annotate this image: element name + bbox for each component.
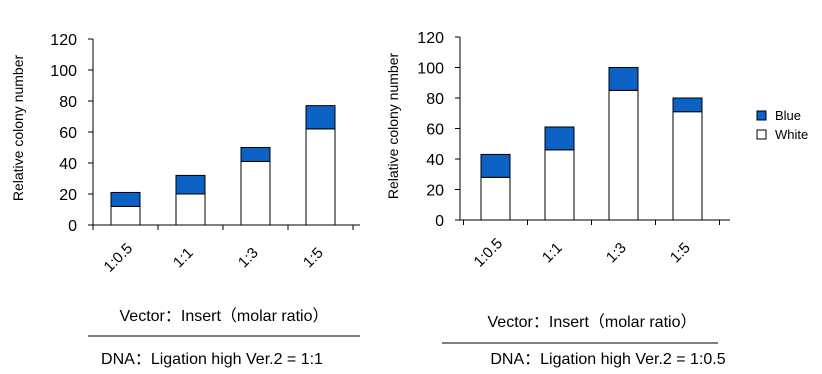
bar-white	[672, 111, 703, 221]
y-tick-label: 40	[59, 156, 77, 173]
bar-blue	[672, 97, 703, 113]
bar-blue	[608, 67, 639, 91]
bar-white	[175, 193, 206, 226]
footer-left: DNA：Ligation high Ver.2 = 1:1	[101, 351, 323, 368]
x-tick-label: 1:5	[667, 239, 694, 266]
bar-blue	[240, 147, 271, 162]
bar-white	[608, 89, 639, 221]
legend-label-blue: Blue	[775, 108, 801, 123]
y-tick-label: 40	[426, 152, 444, 169]
bar-blue	[480, 153, 511, 178]
y-axis-label-right: Relative colony number	[385, 53, 401, 200]
y-tick-label: 120	[50, 32, 77, 49]
y-axis-label-left: Relative colony number	[10, 55, 26, 202]
y-tick-label: 60	[426, 122, 444, 139]
x-tick-label: 1:5	[300, 244, 327, 271]
bar-white	[480, 176, 511, 221]
x-tick-label: 1:3	[603, 239, 630, 266]
y-tick-label: 100	[50, 63, 77, 80]
x-axis-label-right: Vector：Insert（molar ratio）	[488, 313, 697, 331]
x-tick-label: 1:1	[170, 244, 197, 271]
chart-left: Relative colony number 0 20 40 60 80 100 120 1:…	[10, 32, 360, 368]
bar-white	[240, 160, 271, 226]
bar-white	[305, 128, 336, 226]
legend-swatch-white	[756, 129, 767, 140]
legend-swatch-blue	[756, 110, 767, 121]
y-tick-label: 80	[426, 91, 444, 108]
chart-right: Relative colony number 0 20 40 60 80 100 120 1:…	[385, 30, 730, 368]
y-tick-label: 100	[417, 61, 444, 78]
y-tick-label: 20	[59, 187, 77, 204]
x-axis-label-left: Vector：Insert（molar ratio）	[120, 307, 329, 325]
y-tick-label: 0	[68, 218, 77, 235]
y-tick-label: 60	[59, 125, 77, 142]
bar-blue	[544, 126, 575, 151]
x-tick-label: 1:0.5	[471, 235, 507, 271]
y-tick-label: 0	[435, 213, 444, 230]
footer-right: DNA：Ligation high Ver.2 = 1:0.5	[490, 351, 725, 368]
bar-blue	[175, 174, 206, 195]
x-tick-label: 1:3	[235, 244, 262, 271]
legend-label-white: White	[775, 127, 808, 142]
bar-white	[544, 149, 575, 221]
legend: Blue White	[756, 108, 808, 142]
x-tick-label: 1:0.5	[101, 240, 137, 276]
y-tick-label: 80	[59, 94, 77, 111]
bar-blue	[110, 191, 141, 207]
bar-blue	[305, 105, 336, 130]
bar-white	[110, 205, 141, 226]
plot-area-right: 0 20 40 60 80 100 120 1:0.5 1:1 1:3 1:5	[417, 30, 730, 271]
x-tick-label: 1:1	[539, 239, 566, 266]
y-tick-label: 20	[426, 183, 444, 200]
y-tick-label: 120	[417, 30, 444, 47]
plot-area-left: 0 20 40 60 80 100 120 1:0.5 1:1 1:3 1:5	[50, 32, 360, 276]
